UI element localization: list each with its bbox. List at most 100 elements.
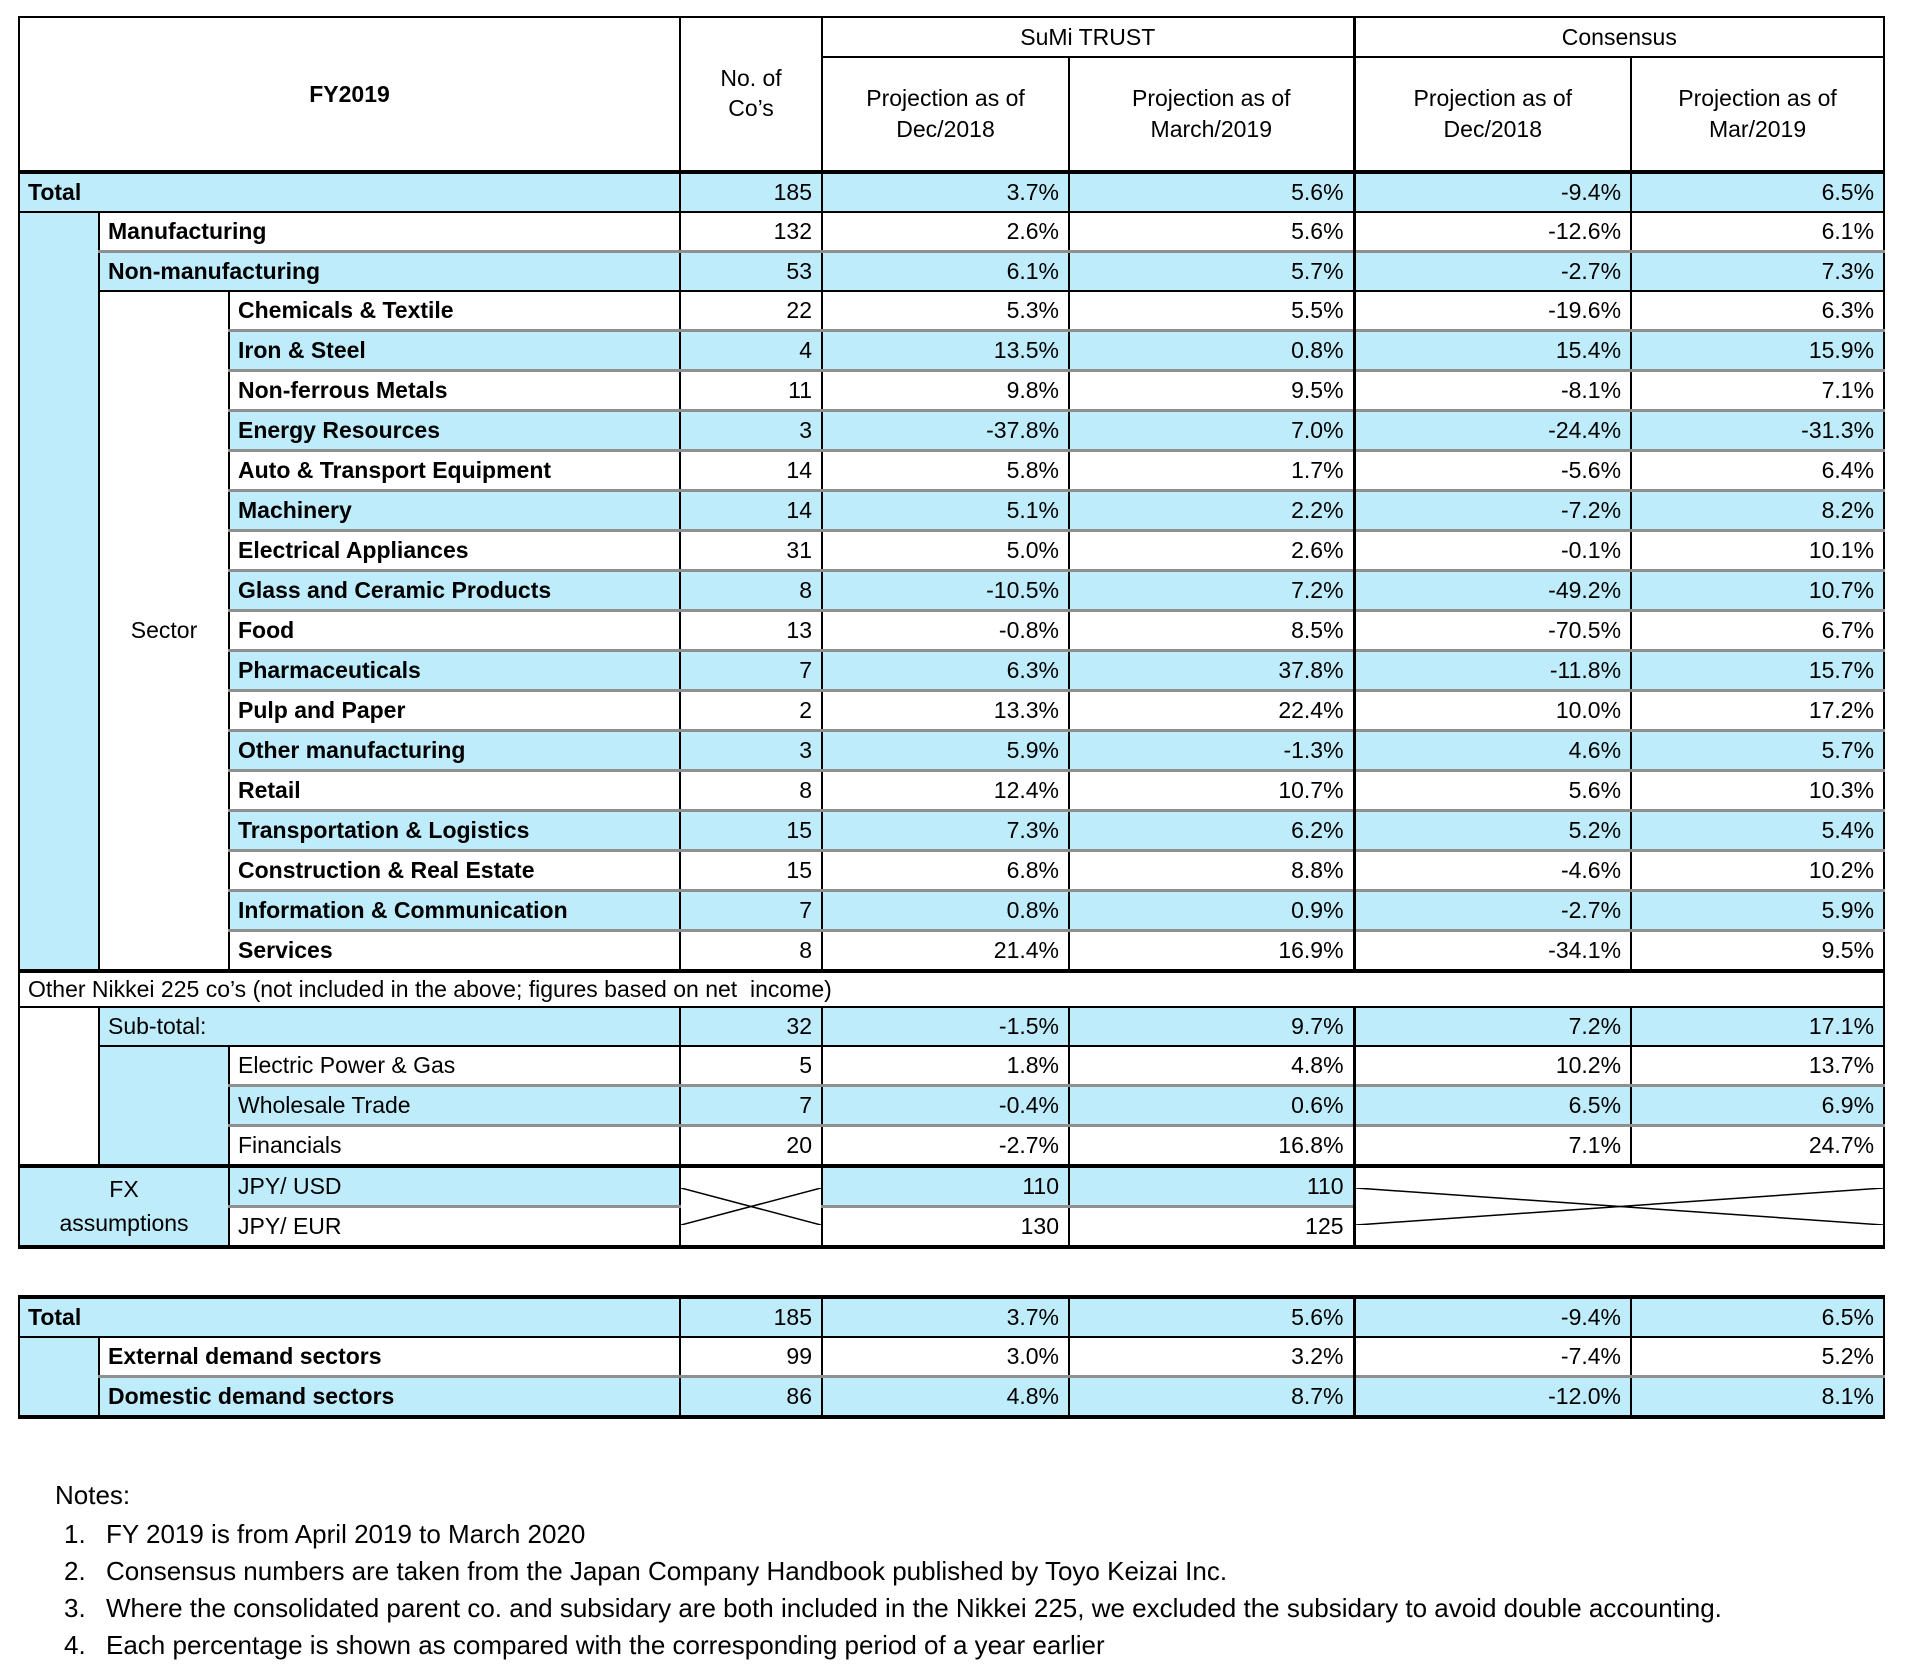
- cell-value: 11: [679, 370, 823, 411]
- cell-value: -5.6%: [1352, 450, 1632, 491]
- cell-value: 99: [679, 1337, 822, 1377]
- row-label: Auto & Transport Equipment: [227, 450, 681, 491]
- cell-value: 0.8%: [1068, 330, 1355, 371]
- row-label: Pulp and Paper: [227, 690, 681, 731]
- row-label: JPY/ USD: [227, 1166, 681, 1207]
- cell-value: 37.8%: [1068, 650, 1355, 691]
- cell-value: 5.2%: [1352, 810, 1632, 851]
- cell-value: 8.1%: [1630, 1376, 1884, 1417]
- note-number: 3.: [64, 1593, 86, 1623]
- cell-value: 5.8%: [821, 450, 1070, 491]
- cell-value: 185: [679, 172, 823, 212]
- cell-value: 5.3%: [821, 291, 1070, 331]
- row-label: Wholesale Trade: [227, 1085, 681, 1126]
- col-header-sumi-dec2018: Projection as of Dec/2018: [821, 56, 1070, 172]
- cell-value: 3.0%: [821, 1337, 1069, 1377]
- cell-value: 7.3%: [821, 810, 1070, 851]
- cell-value: 3.2%: [1068, 1337, 1354, 1377]
- table-row-sector-machinery: Machinery 14 5.1% 2.2% -7.2% 8.2%: [19, 490, 1885, 531]
- table-row-wholesale-trade: Wholesale Trade 7 -0.4% 0.6% 6.5% 6.9%: [19, 1085, 1885, 1126]
- notes-title: Notes:: [55, 1480, 131, 1510]
- table-row-fx-jpy-usd: FX assumptions JPY/ USD 110 110: [19, 1166, 1885, 1247]
- col-header-consensus-mar2019: Projection as of Mar/2019: [1630, 56, 1885, 172]
- cell-value: 14: [679, 490, 823, 531]
- row-label: Manufacturing: [97, 212, 681, 252]
- cell-value: 6.1%: [821, 251, 1070, 291]
- cell-value: 6.1%: [1630, 212, 1885, 252]
- table-title: FY2019: [309, 80, 390, 107]
- note-text: FY 2019 is from April 2019 to March 2020: [106, 1519, 586, 1549]
- cell-value: 10.7%: [1630, 570, 1885, 611]
- row-label: Non-ferrous Metals: [227, 370, 681, 411]
- cell-value: 8.5%: [1068, 610, 1355, 651]
- cell-value: 7: [679, 890, 823, 931]
- cell-value: 1.8%: [821, 1046, 1070, 1086]
- cell-value: 14: [679, 450, 823, 491]
- cell-value: 4.8%: [821, 1376, 1069, 1417]
- row-label: Services: [227, 930, 681, 971]
- cell-value: -0.4%: [821, 1085, 1070, 1126]
- row-label: Domestic demand sectors: [98, 1376, 680, 1417]
- table-row-non-manufacturing: Non-manufacturing 53 6.1% 5.7% -2.7% 7.3…: [19, 251, 1885, 291]
- cell-value: 7.1%: [1630, 370, 1885, 411]
- cell-value: 5.6%: [1068, 212, 1355, 252]
- table-row-sector-chemicals-textile: Sector Chemicals & Textile 22 5.3% 5.5% …: [19, 291, 1885, 971]
- table-row-sector-electrical-appliances: Electrical Appliances 31 5.0% 2.6% -0.1%…: [19, 530, 1885, 571]
- cell-value: 13.7%: [1630, 1046, 1885, 1086]
- row-label: Transportation & Logistics: [227, 810, 681, 851]
- indent-strip: [98, 1046, 229, 1166]
- cell-value: 5.9%: [821, 730, 1070, 771]
- cell-value: 86: [679, 1376, 822, 1417]
- cell-value: 5.4%: [1630, 810, 1885, 851]
- cell-value: 12.4%: [821, 770, 1070, 811]
- cell-value: 125: [1068, 1206, 1355, 1247]
- row-label: Total: [19, 172, 681, 212]
- cell-value: 21.4%: [821, 930, 1070, 971]
- cell-value: -34.1%: [1352, 930, 1632, 971]
- cell-value: 5.2%: [1630, 1337, 1884, 1377]
- cell-value: 5.1%: [821, 490, 1070, 531]
- table-row-sector-construction-real-estate: Construction & Real Estate 15 6.8% 8.8% …: [19, 850, 1885, 891]
- cell-value: -19.6%: [1352, 291, 1632, 331]
- table-row-sector-auto-transport: Auto & Transport Equipment 14 5.8% 1.7% …: [19, 450, 1885, 491]
- note-item: 1. FY 2019 is from April 2019 to March 2…: [55, 1516, 1920, 1553]
- table-row-sector-other-manufacturing: Other manufacturing 3 5.9% -1.3% 4.6% 5.…: [19, 730, 1885, 771]
- cell-value: 13.3%: [821, 690, 1070, 731]
- cell-value: -0.1%: [1352, 530, 1632, 571]
- cell-value: -11.8%: [1352, 650, 1632, 691]
- cell-value: 7: [679, 650, 823, 691]
- cell-value: 6.9%: [1630, 1085, 1885, 1126]
- cell-value: -2.7%: [1352, 890, 1632, 931]
- cell-value: 5.7%: [1630, 730, 1885, 771]
- cell-value: 53: [679, 251, 823, 291]
- cell-value: 5.7%: [1068, 251, 1355, 291]
- cell-value: 15: [679, 810, 823, 851]
- cell-value: 9.8%: [821, 370, 1070, 411]
- cell-value: -8.1%: [1352, 370, 1632, 411]
- cell-value: 16.9%: [1068, 930, 1355, 971]
- table-row-financials: Financials 20 -2.7% 16.8% 7.1% 24.7%: [19, 1125, 1885, 1166]
- cell-value: 15: [679, 850, 823, 891]
- row-label: Electrical Appliances: [227, 530, 681, 571]
- row-label: Financials: [227, 1125, 681, 1166]
- col-header-sumi-mar2019: Projection as of March/2019: [1068, 56, 1355, 172]
- cell-value: 7.3%: [1630, 251, 1885, 291]
- cell-value: -49.2%: [1352, 570, 1632, 611]
- cell-value: 5.5%: [1068, 291, 1355, 331]
- x-mark-icon: [1356, 1188, 1884, 1225]
- cell-value: 6.5%: [1630, 1297, 1884, 1337]
- summary-row-external-demand: External demand sectors 99 3.0% 3.2% -7.…: [19, 1337, 1884, 1417]
- summary-table-body: Total 185 3.7% 5.6% -9.4% 6.5% External …: [19, 1297, 1884, 1417]
- cell-value: 185: [679, 1297, 822, 1337]
- cell-value: 15.7%: [1630, 650, 1885, 691]
- cell-value: 110: [1068, 1166, 1355, 1207]
- cell-value: 6.5%: [1352, 1085, 1632, 1126]
- col-header-companies: No. of Co’s: [679, 17, 823, 172]
- crossed-out-cell: [679, 1166, 823, 1247]
- cell-value: 4: [679, 330, 823, 371]
- cell-value: 6.3%: [821, 650, 1070, 691]
- row-label: Electric Power & Gas: [227, 1046, 681, 1086]
- cell-value: 7.2%: [1068, 570, 1355, 611]
- fx-assumptions-label: FX assumptions: [19, 1166, 229, 1247]
- cell-value: 5.6%: [1352, 770, 1632, 811]
